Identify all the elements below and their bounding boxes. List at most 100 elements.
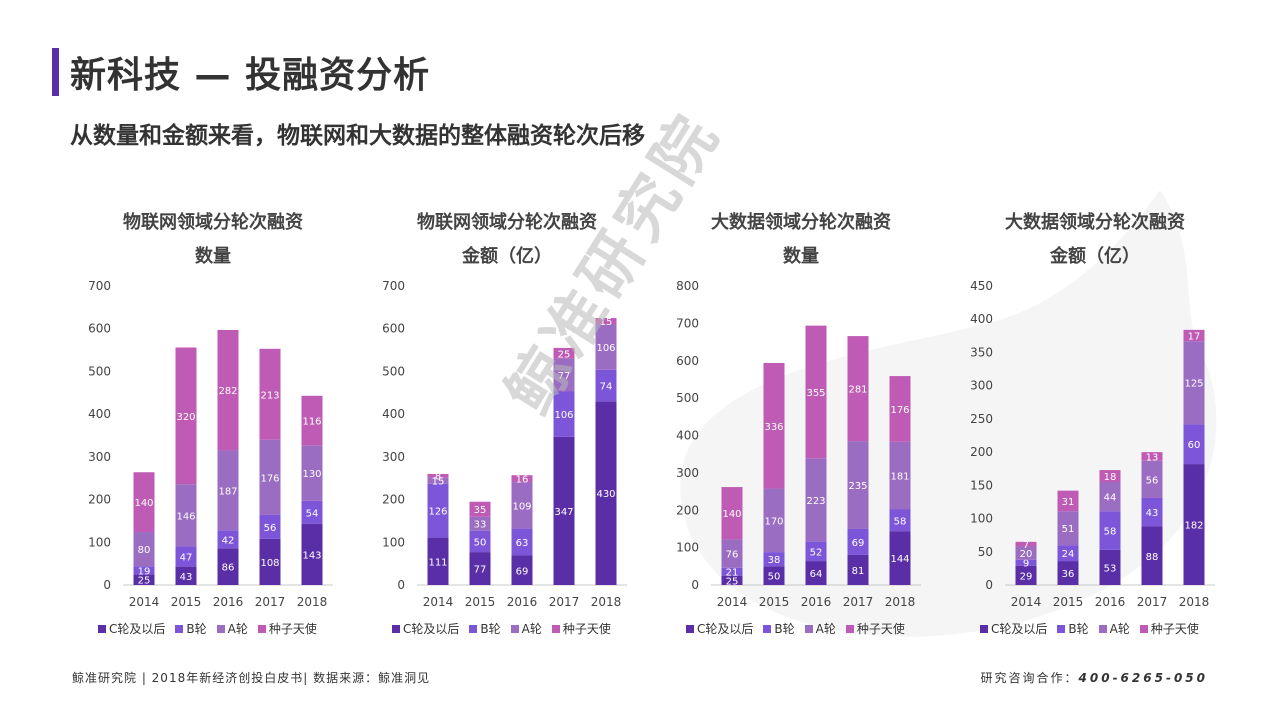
bar-segment: [175, 566, 197, 585]
legend-swatch: [804, 624, 813, 633]
data-label: 140: [722, 509, 741, 520]
y-tick-label: 0: [691, 578, 699, 592]
data-label: 43: [180, 572, 193, 583]
y-tick-label: 300: [382, 450, 405, 464]
y-tick-label: 200: [382, 493, 405, 507]
data-label: 176: [260, 473, 279, 484]
legend-swatch: [845, 624, 854, 633]
legend-item: C轮及以后: [980, 620, 1047, 637]
bar-segment: [1099, 511, 1121, 550]
bar-segment: [889, 531, 911, 585]
x-tick-label: 2016: [1095, 595, 1126, 609]
bar-segment: [1015, 546, 1037, 560]
legend-label: A轮: [815, 622, 836, 636]
legend-swatch: [392, 624, 400, 633]
legend-swatch: [469, 624, 478, 633]
legend-item: B轮: [1057, 620, 1089, 637]
y-tick-label: 600: [676, 354, 699, 368]
data-label: 38: [768, 555, 781, 566]
bar-segment: [427, 477, 449, 484]
bar-segment: [1141, 526, 1163, 585]
y-tick-label: 400: [970, 312, 993, 326]
bar-segment: [259, 514, 281, 539]
y-tick-label: 400: [88, 407, 111, 421]
data-label: 20: [1020, 549, 1033, 560]
bar-segment: [553, 358, 575, 392]
chart-legend: C轮及以后 B轮 A轮 种子天使: [392, 620, 652, 637]
bar-segment: [763, 566, 785, 585]
data-label: 106: [554, 410, 573, 421]
bar-segment: [469, 501, 491, 517]
y-tick-label: 50: [978, 545, 993, 559]
data-label: 187: [218, 486, 237, 497]
data-label: 130: [302, 469, 321, 480]
data-label: 56: [264, 523, 277, 534]
bar-segment: [133, 472, 155, 533]
y-tick-label: 0: [103, 578, 111, 592]
data-label: 33: [474, 520, 487, 531]
bar-segment: [595, 401, 617, 585]
bar-segment: [763, 488, 785, 553]
bar-segment: [175, 484, 197, 547]
data-label: 60: [1188, 440, 1201, 451]
bar-segment: [1057, 545, 1079, 562]
chart-iot-amount: 物联网领域分轮次融资 金额（亿） 0 100 200 300 400 500 600 700 1…: [362, 200, 652, 650]
data-label: 47: [180, 553, 193, 564]
data-label: 51: [1062, 524, 1075, 535]
data-label: 56: [1146, 475, 1159, 486]
data-label: 21: [726, 568, 739, 579]
page-title: 新科技 — 投融资分析: [70, 55, 431, 96]
data-label: 144: [890, 554, 909, 565]
x-tick-label: 2014: [1011, 595, 1042, 609]
bar-segment: [1141, 460, 1163, 498]
legend-item: 种子天使: [1139, 620, 1199, 637]
bar-segment: [553, 436, 575, 585]
bar-segment: [1183, 329, 1205, 342]
bar-segment: [721, 487, 743, 540]
x-tick-label: 2016: [801, 595, 832, 609]
data-label: 182: [1184, 521, 1203, 532]
data-label: 35: [474, 505, 487, 516]
legend-label: B轮: [1068, 622, 1089, 636]
bar-segment: [469, 530, 491, 553]
legend-label: 种子天使: [562, 622, 611, 636]
chart-title: 大数据领域分轮次融资: [711, 212, 891, 233]
bar-segment: [511, 555, 533, 585]
data-label: 347: [554, 507, 573, 518]
legend-label: B轮: [774, 622, 795, 636]
legend-swatch: [551, 624, 560, 633]
y-tick-label: 500: [88, 364, 111, 378]
data-label: 53: [1104, 563, 1117, 574]
x-tick-label: 2018: [885, 595, 916, 609]
data-label: 77: [474, 565, 487, 576]
legend-label: 种子天使: [856, 622, 905, 636]
bar-segment: [763, 362, 785, 489]
legend-item: 种子天使: [551, 620, 611, 637]
bar-segment: [721, 575, 743, 585]
bar-segment: [133, 566, 155, 575]
data-label: 36: [1062, 569, 1075, 580]
data-label: 108: [260, 558, 279, 569]
legend-label: 种子天使: [268, 622, 317, 636]
data-label: 86: [222, 563, 235, 574]
legend-swatch: [510, 624, 519, 633]
bar-segment: [1015, 565, 1037, 585]
data-label: 7: [1023, 540, 1029, 551]
legend-item: A轮: [1098, 620, 1130, 637]
x-tick-label: 2017: [843, 595, 874, 609]
x-tick-label: 2015: [1053, 595, 1084, 609]
data-label: 125: [1184, 379, 1203, 390]
data-label: 25: [558, 349, 571, 360]
bar-segment: [1015, 541, 1037, 547]
bar-segment: [301, 395, 323, 446]
bar-segment: [427, 473, 449, 478]
data-label: 31: [1062, 497, 1075, 508]
bar-segment: [259, 538, 281, 585]
bar-segment: [721, 567, 743, 576]
x-tick-label: 2014: [423, 595, 454, 609]
y-tick-label: 300: [970, 379, 993, 393]
bar-segment: [553, 347, 575, 359]
data-label: 24: [1062, 549, 1075, 560]
bar-segment: [1099, 482, 1121, 512]
